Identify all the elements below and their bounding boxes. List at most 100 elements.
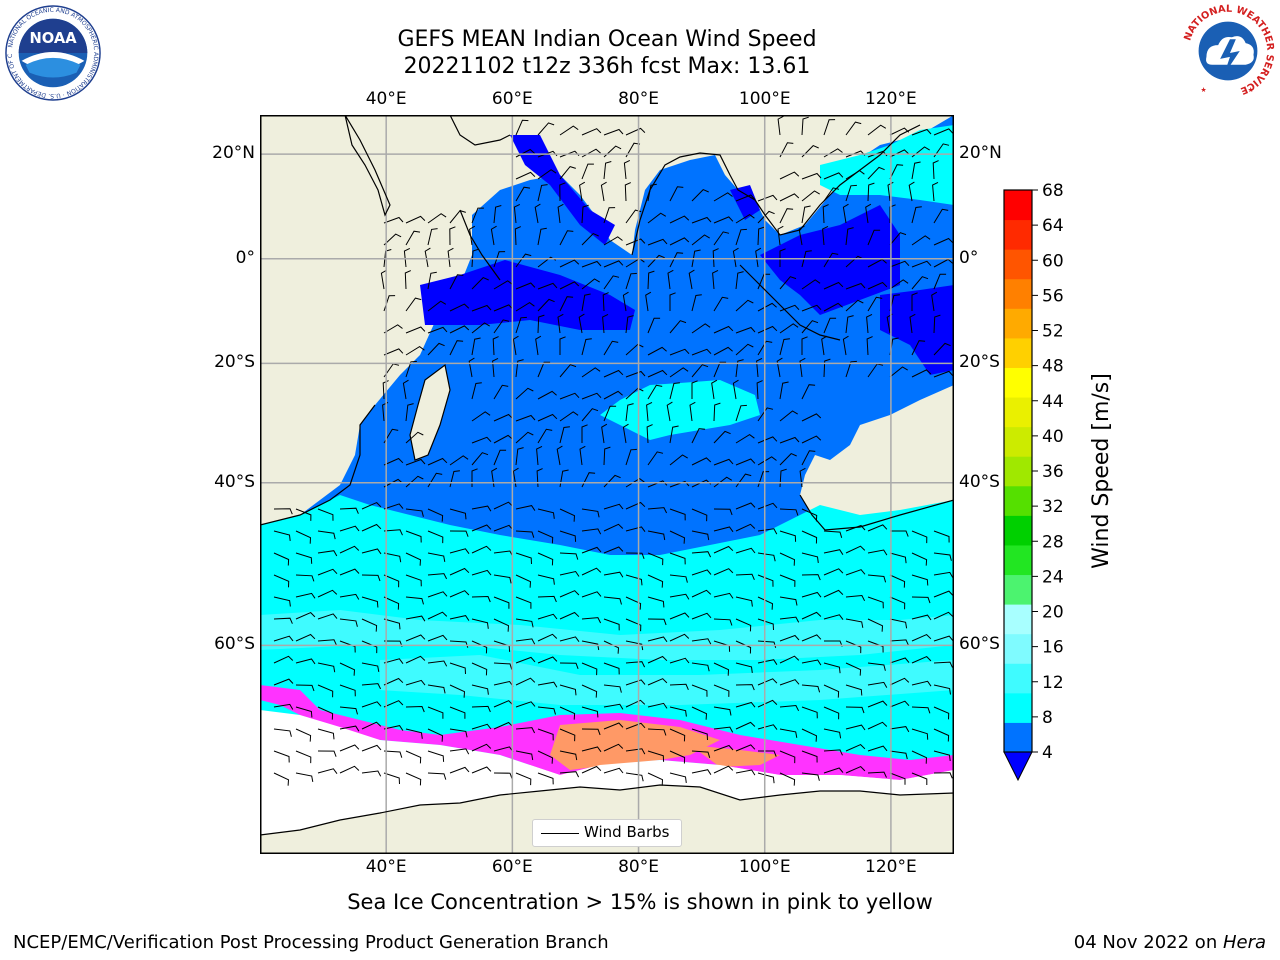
wind-barb [625,679,646,686]
wind-barb [779,552,796,566]
wind-barb [801,435,822,444]
wind-barb [933,314,941,334]
wind-barb [361,548,382,555]
colorbar-tick-label: 36 [1042,462,1064,482]
wind-barb [625,370,646,378]
wind-barb [911,128,932,136]
wind-barb [578,313,585,334]
wind-barb [449,274,464,290]
wind-barb [273,703,294,710]
lat-tick-label-right: 20°S [959,352,1000,373]
wind-barb [669,574,688,583]
wind-barb [515,447,524,466]
wind-barb [625,403,634,422]
wind-barb [603,618,620,631]
wind-barb [691,234,710,246]
wind-barb [713,706,732,716]
wind-barb [823,358,831,378]
map-frame [260,115,954,854]
wind-barb [449,684,466,698]
wind-barb [933,750,951,762]
wind-barb [911,680,932,687]
wind-barb [779,436,800,444]
lat-tick-label-right: 20°N [959,143,1002,164]
wind-barb [735,640,752,654]
wind-barb [933,684,951,695]
wind-barb [405,679,426,686]
wind-barb [427,508,444,522]
moderate-wind-patch [600,380,760,440]
wind-barb [691,189,709,202]
wind-barb [493,280,513,290]
wind-barbs-legend: Wind Barbs [532,819,682,847]
chart-subtitle: 20221102 t12z 336h fcst Max: 13.61 [403,54,811,79]
wind-barb [537,298,555,312]
wind-barb [691,662,710,672]
wind-barb [449,567,470,576]
wind-barb [339,706,358,715]
wind-barb [427,326,448,334]
wind-barb [427,660,448,667]
svg-text:★: ★ [1248,86,1254,94]
wind-barb [537,122,555,136]
wind-barb [691,638,712,645]
wind-barb [273,574,290,588]
wind-barb [603,161,612,180]
wind-barb [908,181,915,202]
wind-barb [823,549,844,555]
wind-barb [932,181,939,202]
wind-barb [471,524,492,532]
wind-barb [735,194,756,202]
wind-barb [779,248,786,267]
wind-barb [823,530,843,538]
wind-barb [361,744,382,752]
wind-barb [273,552,290,566]
wind-barb [735,213,755,224]
wind-barb [471,723,492,730]
wind-barb [515,727,536,734]
lon-tick-label-bottom: 40°E [365,857,407,877]
wind-barb [405,596,424,605]
wind-barb [471,743,492,752]
wind-barb [801,772,820,781]
wind-barb [801,320,819,334]
wind-barb [559,281,580,290]
wind-barb [842,203,849,224]
wind-barb [691,457,712,466]
wind-barb [933,208,949,224]
wind-barb [909,313,916,334]
wind-barb [339,545,360,554]
colorbar-band [1004,604,1032,635]
wind-barb [669,683,689,690]
wind-barb [625,618,642,632]
wind-barb [339,618,358,627]
wind-barb [514,226,521,246]
wind-barb [647,183,657,202]
wind-barb [471,277,489,290]
wind-barb [823,187,840,202]
wind-barb [493,304,514,312]
wind-barb [757,772,775,784]
wind-barb [647,384,663,400]
wind-barb [933,728,950,742]
wind-barb [713,545,734,554]
wind-barb [537,169,557,180]
wind-barb [383,750,403,758]
wind-barb [295,574,315,582]
wind-barb [867,296,883,312]
colorbar-tick-label: 12 [1042,673,1064,693]
wind-barb [515,677,536,686]
credit-text: NCEP/EMC/Verification Post Processing Pr… [13,932,609,953]
wind-barb [823,172,844,180]
wind-barb [647,317,661,334]
wind-barb [779,616,800,623]
wind-barb [822,204,829,224]
wind-barb [757,574,774,587]
wind-barb [779,596,798,606]
wind-barb [691,294,702,312]
wind-barb [801,659,822,666]
wind-barb [515,530,535,538]
wind-barb [933,590,954,598]
wind-barb [559,706,576,720]
wind-barb [933,552,952,561]
